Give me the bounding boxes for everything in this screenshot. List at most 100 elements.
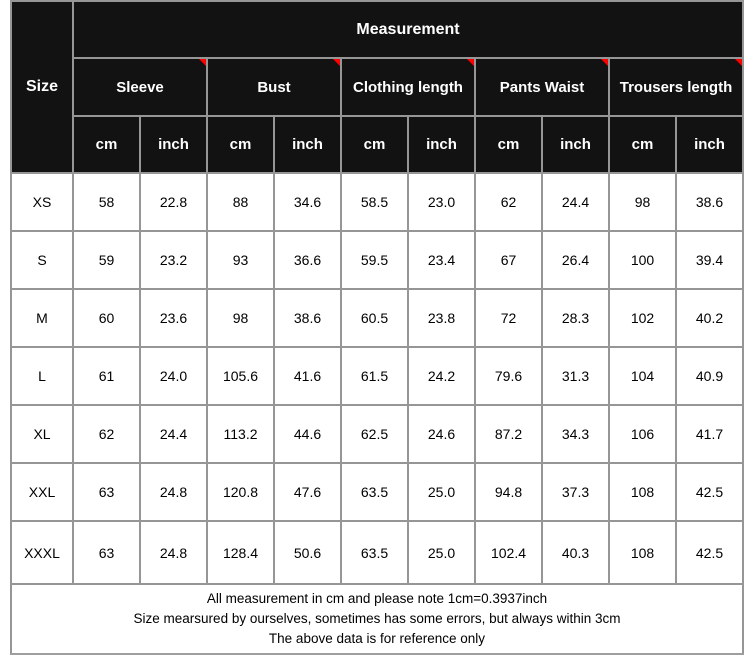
value-cell: 62 <box>72 404 141 464</box>
value-cell: 62 <box>474 172 543 232</box>
value-cell: 25.0 <box>407 520 476 585</box>
group-label: Trousers length <box>619 78 733 96</box>
value-cell: 23.2 <box>139 230 208 290</box>
unit-header-row: cm inch cm inch cm inch cm inch cm inch <box>11 115 744 174</box>
value-cell: 41.7 <box>675 404 744 464</box>
footer-note-cell: All measurement in cm and please note 1c… <box>10 583 744 655</box>
value-cell: 40.9 <box>675 346 744 406</box>
value-cell: 98 <box>206 288 275 348</box>
footer-note-line-1: All measurement in cm and please note 1c… <box>206 591 548 606</box>
group-header-row: Sleeve Bust Clothing length Pants Waist Trou… <box>11 57 744 117</box>
value-cell: 113.2 <box>206 404 275 464</box>
unit-header-cm: cm <box>206 115 275 174</box>
value-cell: 104 <box>608 346 677 406</box>
value-cell: 42.5 <box>675 520 744 585</box>
value-cell: 94.8 <box>474 462 543 522</box>
group-label: Pants Waist <box>499 78 585 96</box>
value-cell: 128.4 <box>206 520 275 585</box>
group-label: Bust <box>257 78 291 96</box>
unit-header-inch: inch <box>541 115 610 174</box>
table-body: XS 58 22.8 88 34.6 58.5 23.0 62 24.4 98 38.6 S 59 23.… <box>10 172 744 585</box>
value-cell: 24.4 <box>139 404 208 464</box>
size-label: XXL <box>10 462 74 522</box>
value-cell: 24.4 <box>541 172 610 232</box>
size-label: XS <box>10 172 74 232</box>
value-cell: 105.6 <box>206 346 275 406</box>
value-cell: 58 <box>72 172 141 232</box>
footer-note-line-3: The above data is for reference only <box>268 631 486 646</box>
unit-header-inch: inch <box>273 115 342 174</box>
size-row-s: S 59 23.2 93 36.6 59.5 23.4 67 26.4 100 39.4 <box>10 230 744 290</box>
value-cell: 47.6 <box>273 462 342 522</box>
size-row-m: M 60 23.6 98 38.6 60.5 23.8 72 28.3 102 40.2 <box>10 288 744 348</box>
title-row: Size Measurement <box>10 0 744 174</box>
value-cell: 24.2 <box>407 346 476 406</box>
value-cell: 28.3 <box>541 288 610 348</box>
value-cell: 23.0 <box>407 172 476 232</box>
value-cell: 34.6 <box>273 172 342 232</box>
table-footer: All measurement in cm and please note 1c… <box>10 583 744 655</box>
value-cell: 63 <box>72 520 141 585</box>
value-cell: 24.8 <box>139 520 208 585</box>
size-row-l: L 61 24.0 105.6 41.6 61.5 24.2 79.6 31.3 104 40.9 <box>10 346 744 406</box>
value-cell: 93 <box>206 230 275 290</box>
unit-header-cm: cm <box>340 115 409 174</box>
group-header-sleeve: Sleeve <box>72 57 208 117</box>
value-cell: 61.5 <box>340 346 409 406</box>
value-cell: 63.5 <box>340 520 409 585</box>
value-cell: 40.3 <box>541 520 610 585</box>
value-cell: 26.4 <box>541 230 610 290</box>
value-cell: 37.3 <box>541 462 610 522</box>
value-cell: 40.2 <box>675 288 744 348</box>
value-cell: 38.6 <box>675 172 744 232</box>
size-row-xs: XS 58 22.8 88 34.6 58.5 23.0 62 24.4 98 38.6 <box>10 172 744 232</box>
value-cell: 50.6 <box>273 520 342 585</box>
value-cell: 120.8 <box>206 462 275 522</box>
value-cell: 59.5 <box>340 230 409 290</box>
group-header-bust: Bust <box>206 57 342 117</box>
group-header-trousers-length: Trousers length <box>608 57 744 117</box>
value-cell: 60 <box>72 288 141 348</box>
value-cell: 62.5 <box>340 404 409 464</box>
value-cell: 63 <box>72 462 141 522</box>
size-label: XL <box>10 404 74 464</box>
measurement-title-cell: Measurement <box>72 0 744 59</box>
size-label: XXXL <box>10 520 74 585</box>
value-cell: 60.5 <box>340 288 409 348</box>
unit-header-cm: cm <box>474 115 543 174</box>
value-cell: 102.4 <box>474 520 543 585</box>
value-cell: 24.0 <box>139 346 208 406</box>
value-cell: 108 <box>608 520 677 585</box>
value-cell: 38.6 <box>273 288 342 348</box>
group-label: Clothing length <box>353 78 463 96</box>
size-row-xxxl: XXXL 63 24.8 128.4 50.6 63.5 25.0 102.4 40.3 108 4… <box>10 520 744 585</box>
value-cell: 23.4 <box>407 230 476 290</box>
red-corner-marker-icon <box>333 59 340 66</box>
value-cell: 31.3 <box>541 346 610 406</box>
size-column-header: Size <box>10 0 74 174</box>
value-cell: 36.6 <box>273 230 342 290</box>
unit-header-cm: cm <box>608 115 677 174</box>
unit-header-inch: inch <box>139 115 208 174</box>
group-label: Sleeve <box>116 78 164 96</box>
value-cell: 44.6 <box>273 404 342 464</box>
value-cell: 59 <box>72 230 141 290</box>
footer-note-line-2: Size mearsured by ourselves, sometimes h… <box>133 611 621 626</box>
value-cell: 87.2 <box>474 404 543 464</box>
size-row-xl: XL 62 24.4 113.2 44.6 62.5 24.6 87.2 34.3 106 41.7 <box>10 404 744 464</box>
value-cell: 108 <box>608 462 677 522</box>
table-header: Size Measurement Sleeve Bust Clothing leng… <box>10 0 744 174</box>
value-cell: 61 <box>72 346 141 406</box>
value-cell: 102 <box>608 288 677 348</box>
value-cell: 23.8 <box>407 288 476 348</box>
value-cell: 34.3 <box>541 404 610 464</box>
value-cell: 58.5 <box>340 172 409 232</box>
value-cell: 106 <box>608 404 677 464</box>
unit-header-cm: cm <box>72 115 141 174</box>
size-label: M <box>10 288 74 348</box>
value-cell: 63.5 <box>340 462 409 522</box>
value-cell: 79.6 <box>474 346 543 406</box>
value-cell: 67 <box>474 230 543 290</box>
red-corner-marker-icon <box>199 59 206 66</box>
